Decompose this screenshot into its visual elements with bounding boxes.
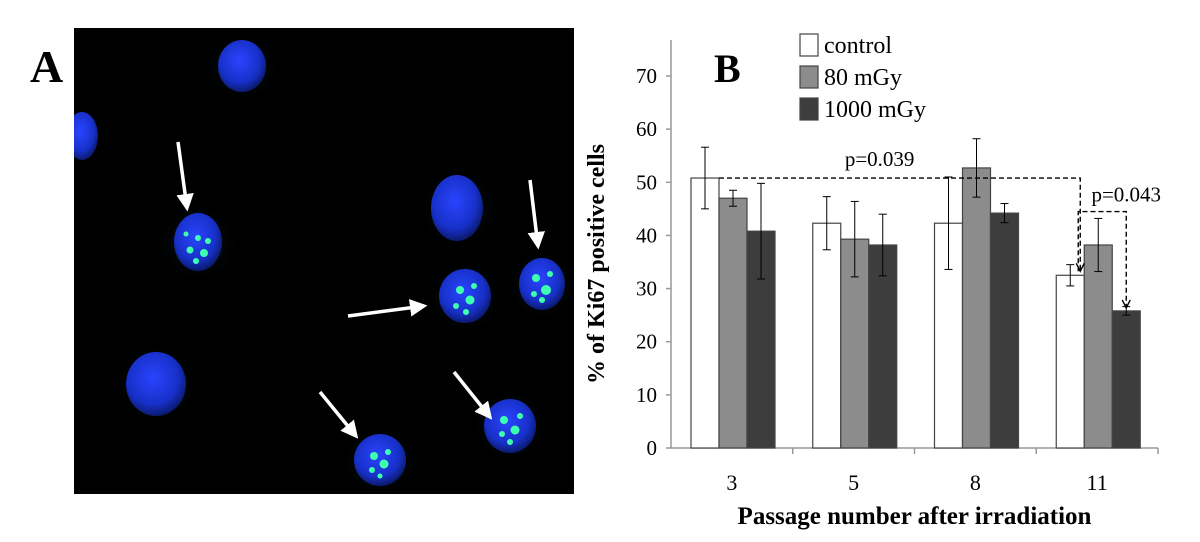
cell-9-ki67-positive [470, 388, 550, 464]
bar [868, 244, 898, 449]
fluorescence-micrograph [74, 28, 574, 494]
arrow [347, 299, 428, 318]
ki67-foci [531, 271, 553, 303]
nucleus [431, 175, 483, 241]
bar [690, 177, 720, 449]
cell-8-ki67-positive [338, 426, 422, 494]
bar [1111, 310, 1141, 449]
nucleus [218, 40, 266, 92]
y-tick-label: 50 [636, 170, 657, 194]
y-tick-label: 0 [647, 436, 658, 460]
arrow [527, 179, 546, 250]
significance-arrowhead [1121, 299, 1131, 310]
ki67-foci [369, 449, 391, 479]
arrow [452, 370, 493, 420]
panel-a-label: A [30, 41, 64, 92]
cell-7 [110, 342, 202, 426]
nucleus [126, 352, 186, 416]
panel-b-label: B [714, 46, 741, 91]
nucleus [74, 112, 98, 160]
significance-arrowhead [1075, 262, 1085, 273]
bar [1083, 244, 1113, 449]
y-tick-label: 20 [636, 330, 657, 354]
arrow [176, 141, 194, 212]
x-tick-label: 11 [1087, 470, 1108, 495]
x-axis-label: Passage number after irradiation [738, 503, 1092, 530]
arrow [318, 390, 359, 439]
y-tick-label: 40 [636, 223, 657, 247]
legend-label: 80 mGy [824, 65, 902, 91]
x-tick-label: 5 [848, 470, 859, 495]
legend-swatch [799, 65, 819, 89]
ki67-foci [183, 231, 211, 264]
bar [718, 197, 748, 449]
ki67-foci [499, 413, 523, 445]
cell-4 [415, 170, 503, 250]
y-axis-label: % of Ki67 positive cells [584, 144, 610, 384]
bar-chart: B 0 10 20 30 40 50 60 70 3 5 8 11 Passage number aft… [584, 33, 1161, 530]
bar [1055, 274, 1085, 449]
significance-label: p=0.039 [845, 147, 915, 171]
y-tick-label: 60 [636, 117, 657, 141]
bar [961, 167, 992, 449]
bar [989, 212, 1020, 449]
nucleus [484, 399, 536, 453]
nucleus [439, 269, 491, 323]
significance-label: p=0.043 [1091, 183, 1161, 207]
cell-6-ki67-positive [506, 250, 574, 322]
cell-3-ki67-positive [154, 204, 242, 284]
cell-5-ki67-positive [425, 260, 505, 336]
significance-bracket [719, 177, 1081, 272]
ki67-foci [453, 283, 477, 315]
nucleus [174, 213, 222, 271]
y-tick-label: 30 [636, 277, 657, 301]
x-tick-label: 3 [726, 470, 737, 495]
plot-area: 0 10 20 30 40 50 60 70 3 5 8 11 Passage number after… [584, 33, 1161, 530]
cell-2 [74, 112, 98, 160]
legend-swatch [799, 33, 819, 57]
legend-label: control [824, 33, 892, 59]
nucleus [519, 258, 565, 310]
cell-1 [202, 34, 282, 102]
arrows [176, 141, 546, 439]
significance-bracket [1077, 210, 1127, 308]
x-tick-label: 8 [970, 470, 981, 495]
y-tick-label: 70 [636, 64, 657, 88]
legend-label: 1000 mGy [824, 97, 926, 123]
nucleus [354, 434, 406, 486]
y-tick-label: 10 [636, 383, 657, 407]
legend-swatch [799, 97, 819, 121]
bar [812, 222, 842, 449]
